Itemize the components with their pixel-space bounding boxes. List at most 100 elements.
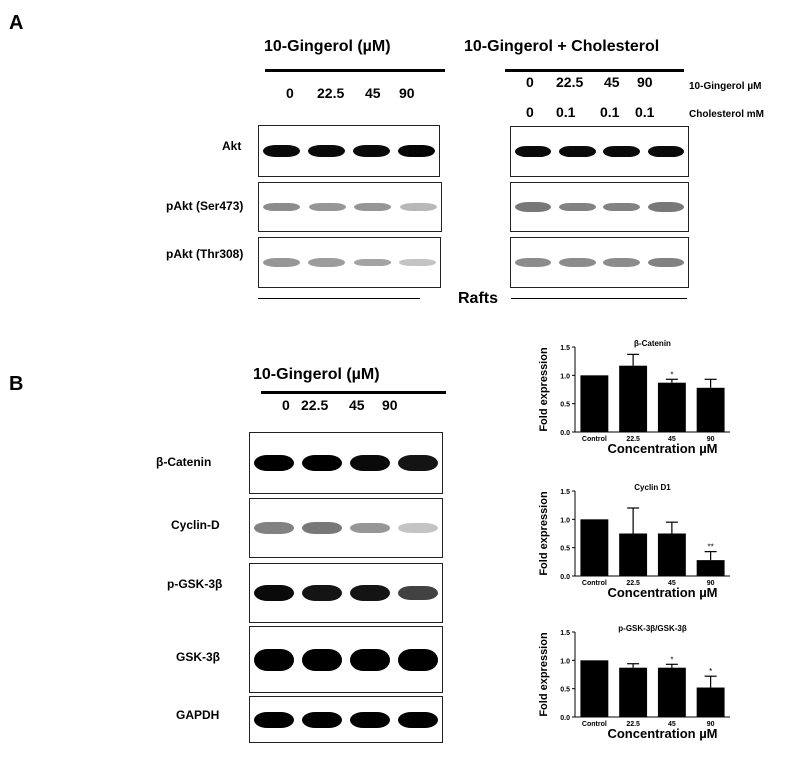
blot-band bbox=[398, 455, 438, 471]
panel-a-left-title-rule bbox=[265, 69, 445, 72]
bar bbox=[580, 375, 609, 432]
blot-band bbox=[647, 202, 684, 212]
blot-band bbox=[254, 455, 294, 471]
y-tick-label: 0.5 bbox=[560, 687, 570, 694]
blot-band bbox=[514, 202, 552, 212]
x-tick-label: 45 bbox=[668, 721, 676, 728]
blot-band bbox=[254, 711, 294, 728]
x-tick-label: Control bbox=[582, 580, 607, 587]
x-axis-label: Concentration µM bbox=[607, 441, 717, 456]
y-tick-label: 1.0 bbox=[560, 517, 570, 524]
y-tick-label: 1.0 bbox=[560, 373, 570, 380]
blot-band bbox=[398, 145, 435, 157]
blot-a-pakt-ser473-left bbox=[258, 182, 442, 232]
panel-a-right-g-lane-2: 45 bbox=[604, 74, 620, 90]
panel-b-title-rule bbox=[261, 391, 446, 394]
blot-band bbox=[514, 258, 552, 267]
blot-band bbox=[398, 258, 436, 267]
x-tick-label: 45 bbox=[668, 580, 676, 587]
x-axis-label: Concentration µM bbox=[607, 726, 717, 741]
x-tick-label: 90 bbox=[707, 436, 715, 443]
bar-chart-p-gsk3b-ratio: p-GSK-3β/GSK-3β 0.0 0.5 1.0 1.5 Fold expressi… bbox=[538, 624, 730, 741]
blot-a-pakt-thr308-left bbox=[258, 237, 441, 288]
blot-band bbox=[399, 203, 437, 211]
x-tick-label: 22.5 bbox=[626, 721, 640, 728]
significance-marker: ** bbox=[708, 543, 714, 552]
blot-band bbox=[603, 258, 640, 267]
blot-band bbox=[308, 258, 346, 267]
panel-letter-b: B bbox=[9, 373, 24, 395]
y-tick-label: 0.0 bbox=[560, 430, 570, 437]
panel-a-label-pakt-thr308: pAkt (Thr308) bbox=[166, 247, 244, 261]
x-tick-label: Control bbox=[582, 721, 607, 728]
panel-a-right-c-lane-3: 0.1 bbox=[635, 104, 655, 120]
blot-a-pakt-thr308-right bbox=[510, 237, 689, 288]
blot-a-akt-left bbox=[258, 125, 440, 177]
blot-b-p-gsk3b bbox=[249, 563, 443, 623]
blot-band bbox=[354, 202, 392, 212]
bar bbox=[696, 387, 725, 432]
blot-band bbox=[603, 202, 640, 212]
bar bbox=[619, 365, 648, 432]
bar bbox=[657, 667, 686, 717]
panel-b-label-beta-catenin: β-Catenin bbox=[156, 455, 212, 469]
panel-a-right-g-lane-3: 90 bbox=[637, 74, 653, 90]
chart-title: p-GSK-3β/GSK-3β bbox=[618, 624, 687, 633]
panel-a-left-lane-2: 45 bbox=[365, 85, 381, 101]
panel-a-right-title-rule bbox=[505, 69, 684, 72]
blot-band bbox=[308, 202, 346, 212]
blot-b-gsk3b bbox=[249, 626, 443, 693]
blot-band bbox=[647, 258, 684, 267]
y-tick-label: 1.5 bbox=[560, 630, 570, 637]
bar bbox=[580, 519, 609, 576]
blot-band bbox=[308, 145, 345, 157]
y-tick-label: 0.0 bbox=[560, 574, 570, 581]
blot-band bbox=[603, 145, 640, 158]
y-tick-label: 1.5 bbox=[560, 345, 570, 352]
bar bbox=[580, 660, 609, 717]
blot-band bbox=[302, 648, 342, 671]
bar-chart-cyclin-d1: Cyclin D1 0.0 0.5 1.0 1.5 Fold expression Cont… bbox=[538, 483, 730, 600]
panel-b-label-gapdh: GAPDH bbox=[176, 708, 220, 722]
y-axis-label: Fold expression bbox=[538, 491, 550, 576]
blot-band bbox=[350, 522, 390, 534]
blot-band bbox=[302, 711, 342, 728]
panel-b-lane-2: 45 bbox=[349, 397, 365, 413]
panel-a-right-row2-label: Cholesterol mM bbox=[689, 109, 765, 120]
panel-a-right-title: 10-Gingerol + Cholesterol bbox=[464, 38, 660, 55]
blot-band bbox=[350, 711, 390, 728]
blot-band bbox=[353, 258, 391, 267]
panel-a-right-c-lane-2: 0.1 bbox=[600, 104, 620, 120]
bar-chart-beta-catenin: β-Catenin 0.0 0.5 1.0 1.5 Fold expression Cont… bbox=[538, 339, 730, 456]
panel-b-lane-1: 22.5 bbox=[301, 397, 329, 413]
y-axis-label: Fold expression bbox=[538, 632, 550, 717]
panel-a-right-g-lane-1: 22.5 bbox=[556, 74, 584, 90]
blot-band bbox=[263, 202, 301, 212]
y-tick-label: 0.0 bbox=[560, 715, 570, 722]
blot-band bbox=[350, 455, 390, 471]
panel-a-left-lane-0: 0 bbox=[286, 85, 294, 101]
blot-band bbox=[398, 711, 438, 728]
significance-marker: * bbox=[670, 655, 673, 664]
panel-a-label-pakt-ser473: pAkt (Ser473) bbox=[166, 199, 244, 213]
blot-band bbox=[350, 585, 390, 601]
blot-band bbox=[398, 586, 438, 600]
bar bbox=[619, 533, 648, 576]
blot-band bbox=[647, 145, 684, 158]
x-tick-label: 22.5 bbox=[626, 580, 640, 587]
significance-marker: * bbox=[709, 667, 712, 676]
x-tick-label: Control bbox=[582, 436, 607, 443]
y-tick-label: 1.0 bbox=[560, 658, 570, 665]
panel-a-label-akt: Akt bbox=[222, 139, 242, 153]
bar bbox=[657, 533, 686, 576]
rafts-rule-right bbox=[511, 298, 687, 299]
blot-band bbox=[302, 585, 342, 601]
panel-a-left-lane-1: 22.5 bbox=[317, 85, 345, 101]
blot-band bbox=[263, 145, 300, 157]
x-tick-label: 45 bbox=[668, 436, 676, 443]
blot-band bbox=[353, 145, 390, 157]
significance-marker: * bbox=[670, 370, 673, 379]
panel-a-right-c-lane-1: 0.1 bbox=[556, 104, 576, 120]
blot-band bbox=[254, 522, 294, 534]
rafts-rule-left bbox=[258, 298, 420, 299]
